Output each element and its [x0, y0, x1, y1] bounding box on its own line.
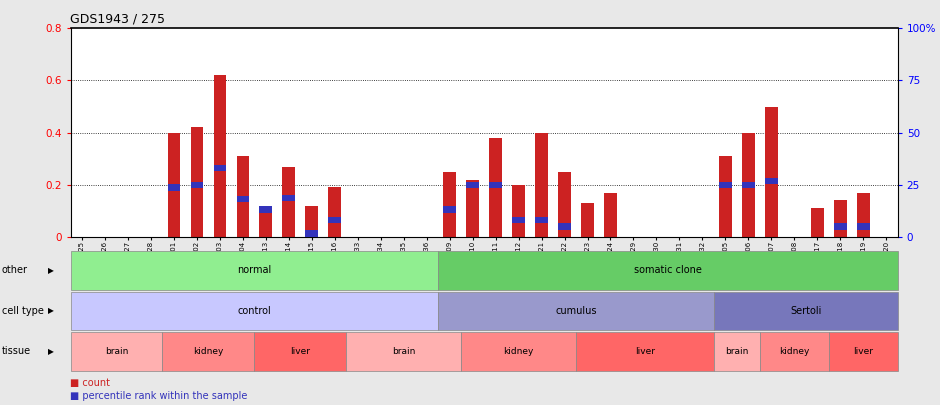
Bar: [512, 217, 525, 223]
Bar: [834, 200, 847, 237]
Bar: [259, 206, 272, 213]
Bar: [213, 164, 227, 171]
Bar: [558, 172, 571, 237]
Text: ▶: ▶: [48, 266, 54, 275]
Bar: [191, 128, 203, 237]
Text: tissue: tissue: [2, 346, 31, 356]
Bar: [742, 132, 755, 237]
Bar: [558, 223, 571, 230]
Text: liver: liver: [634, 347, 655, 356]
Bar: [213, 75, 227, 237]
Bar: [466, 179, 478, 237]
Bar: [489, 138, 502, 237]
Text: kidney: kidney: [779, 347, 809, 356]
Text: ▶: ▶: [48, 306, 54, 315]
Bar: [535, 217, 548, 223]
Bar: [604, 193, 617, 237]
Bar: [191, 181, 203, 188]
Bar: [742, 181, 755, 188]
Bar: [328, 217, 341, 223]
Bar: [259, 211, 272, 237]
Bar: [444, 172, 456, 237]
Bar: [306, 206, 318, 237]
Text: kidney: kidney: [504, 347, 534, 356]
Bar: [512, 185, 525, 237]
Text: control: control: [238, 306, 272, 316]
Bar: [282, 166, 295, 237]
Text: somatic clone: somatic clone: [634, 265, 702, 275]
Text: ▶: ▶: [48, 347, 54, 356]
Text: brain: brain: [392, 347, 415, 356]
Bar: [282, 194, 295, 201]
Bar: [581, 203, 594, 237]
Text: brain: brain: [725, 347, 748, 356]
Text: GDS1943 / 275: GDS1943 / 275: [70, 12, 165, 25]
Text: ■ percentile rank within the sample: ■ percentile rank within the sample: [70, 391, 248, 401]
Text: cell type: cell type: [2, 306, 44, 316]
Bar: [765, 107, 777, 237]
Bar: [765, 178, 777, 184]
Bar: [444, 206, 456, 213]
Bar: [857, 223, 870, 230]
Bar: [306, 230, 318, 237]
Text: liver: liver: [854, 347, 873, 356]
Text: normal: normal: [237, 265, 272, 275]
Bar: [719, 156, 731, 237]
Text: ■ count: ■ count: [70, 378, 111, 388]
Text: liver: liver: [290, 347, 310, 356]
Bar: [719, 181, 731, 188]
Bar: [237, 156, 249, 237]
Bar: [489, 181, 502, 188]
Bar: [811, 208, 823, 237]
Text: kidney: kidney: [194, 347, 224, 356]
Bar: [237, 196, 249, 202]
Text: other: other: [2, 265, 28, 275]
Bar: [834, 223, 847, 230]
Bar: [857, 193, 870, 237]
Bar: [167, 132, 180, 237]
Bar: [167, 184, 180, 191]
Text: brain: brain: [104, 347, 128, 356]
Bar: [466, 181, 478, 188]
Bar: [535, 132, 548, 237]
Text: Sertoli: Sertoli: [791, 306, 822, 316]
Text: cumulus: cumulus: [556, 306, 597, 316]
Bar: [328, 188, 341, 237]
